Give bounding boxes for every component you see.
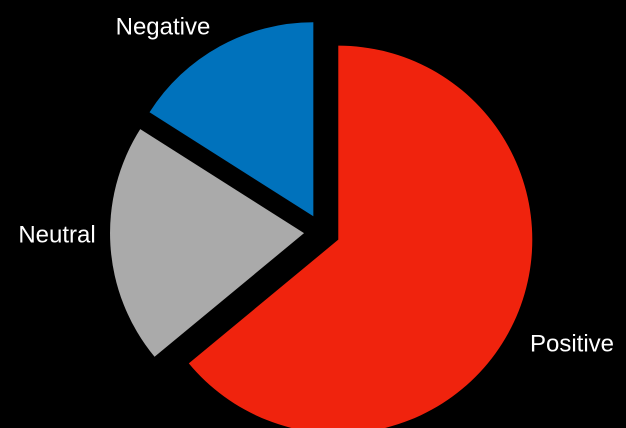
pie-slices	[110, 22, 533, 428]
pie-slice-neutral	[110, 129, 305, 357]
pie-labels: Positive Neutral Negative	[18, 13, 614, 357]
pie-label-neutral: Neutral	[18, 221, 95, 248]
pie-slice-negative	[149, 22, 314, 217]
pie-label-negative: Negative	[116, 13, 211, 40]
pie-label-positive: Positive	[530, 330, 614, 357]
pie-slice-positive	[188, 45, 533, 428]
